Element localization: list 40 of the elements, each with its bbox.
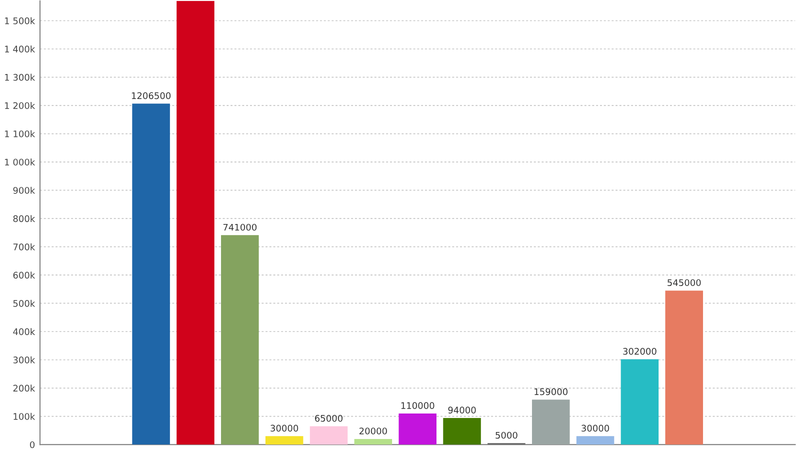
bar — [532, 400, 570, 445]
y-tick-label: 1 400k — [5, 46, 36, 52]
y-tick-label: 1 100k — [5, 130, 36, 138]
bar — [310, 426, 348, 445]
data-label: 94000 — [448, 406, 476, 414]
y-tick-label: 600k — [13, 272, 36, 279]
bar — [354, 438, 392, 445]
y-tick-label: 1 200k — [5, 102, 36, 110]
bar — [576, 436, 614, 445]
data-label: 65000 — [315, 414, 343, 422]
data-label: 5000 — [496, 432, 518, 439]
y-tick-label: 900k — [13, 186, 36, 194]
y-tick-label: 1 300k — [5, 74, 36, 81]
data-label: 302000 — [623, 348, 656, 355]
data-label: 159000 — [534, 388, 568, 396]
bar — [132, 104, 170, 445]
data-label: 20000 — [359, 428, 387, 434]
bar — [443, 418, 481, 445]
y-tick-label: 700k — [13, 243, 36, 250]
data-label: 30000 — [270, 424, 298, 432]
bar — [665, 290, 704, 445]
bar — [398, 414, 436, 445]
y-tick-label: 300k — [13, 356, 36, 364]
bar — [265, 436, 304, 445]
y-tick-label: 1 000k — [5, 158, 36, 166]
data-label: 545000 — [668, 279, 701, 286]
y-tick-label: 500k — [13, 300, 36, 307]
bar — [176, 0, 214, 445]
data-label: 110000 — [401, 402, 434, 409]
y-tick-label: 0 — [30, 441, 35, 448]
bar — [620, 359, 659, 445]
y-tick-label: 800k — [13, 215, 36, 222]
data-label: 30000 — [582, 424, 610, 432]
y-tick-label: 1 500k — [5, 17, 36, 24]
data-label: 1206500 — [132, 92, 171, 100]
y-tick-label: 100k — [14, 412, 36, 420]
y-tick-label: 400k — [13, 328, 36, 336]
y-tick-label: 200k — [13, 384, 36, 392]
bar — [221, 235, 259, 445]
data-label: 741000 — [223, 224, 257, 231]
